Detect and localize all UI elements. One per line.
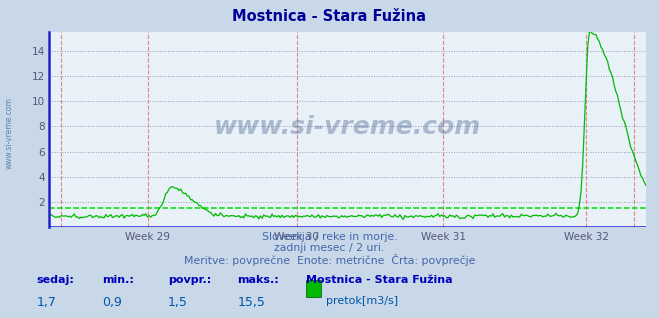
Text: zadnji mesec / 2 uri.: zadnji mesec / 2 uri. <box>274 243 385 253</box>
Text: 0,9: 0,9 <box>102 296 122 309</box>
Text: Slovenija / reke in morje.: Slovenija / reke in morje. <box>262 232 397 242</box>
Text: sedaj:: sedaj: <box>36 275 74 285</box>
Text: povpr.:: povpr.: <box>168 275 212 285</box>
Text: Mostnica - Stara Fužina: Mostnica - Stara Fužina <box>306 275 453 285</box>
Text: www.si-vreme.com: www.si-vreme.com <box>214 115 482 139</box>
Text: 15,5: 15,5 <box>237 296 265 309</box>
Text: www.si-vreme.com: www.si-vreme.com <box>5 98 14 169</box>
Text: pretok[m3/s]: pretok[m3/s] <box>326 296 398 306</box>
Text: 1,7: 1,7 <box>36 296 56 309</box>
Text: min.:: min.: <box>102 275 134 285</box>
Text: maks.:: maks.: <box>237 275 279 285</box>
Text: Meritve: povprečne  Enote: metrične  Črta: povprečje: Meritve: povprečne Enote: metrične Črta:… <box>184 254 475 266</box>
Text: Mostnica - Stara Fužina: Mostnica - Stara Fužina <box>233 9 426 24</box>
Text: 1,5: 1,5 <box>168 296 188 309</box>
